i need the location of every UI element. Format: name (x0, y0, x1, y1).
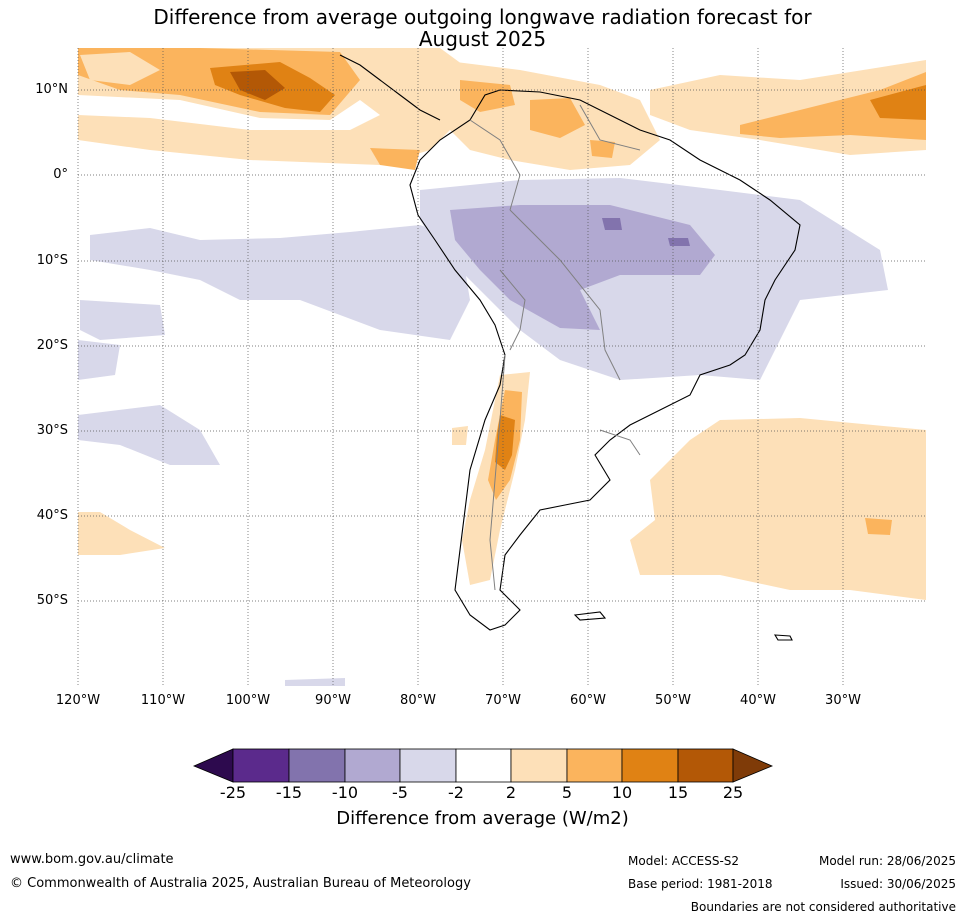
lon-label-90w: 90°W (315, 693, 351, 708)
falklands (573, 611, 607, 621)
footer-base-period: Base period: 1981-2018 (628, 877, 773, 891)
colorbar-bin-3 (344, 748, 401, 783)
positive-patch-panama (370, 148, 420, 170)
colorbar-extend-high (732, 748, 774, 783)
negative-core-amazon (450, 205, 715, 330)
border-chile-argentina (489, 354, 506, 591)
footer-model: Model: ACCESS-S2 (628, 854, 740, 868)
colorbar-bin-1 (232, 748, 290, 783)
colorbar-tick-minus15: -15 (275, 783, 303, 802)
lat-label-20s: 20°S (36, 338, 68, 353)
negative-band-south-pacific (90, 225, 470, 340)
positive-core-north-sa (530, 98, 585, 138)
colorbar-tick-25: 25 (722, 783, 744, 802)
positive-core-north-sa-2 (590, 140, 615, 158)
colorbar-bin-5 (455, 748, 512, 783)
positive-patch-southwest-atlantic (78, 512, 165, 555)
colorbar-tick-5: 5 (561, 783, 573, 802)
negative-patch-far-se-pacific (78, 340, 120, 380)
colorbar-tick-15: 15 (667, 783, 689, 802)
negative-patch-se-pacific (80, 300, 165, 340)
border-guianas (579, 104, 641, 151)
positive-core-caribbean (460, 80, 515, 112)
lat-label-50s: 50°S (36, 593, 68, 608)
lon-label-40w: 40°W (740, 693, 776, 708)
colorbar-bin-4 (399, 748, 457, 783)
colorbar-bin-6 (510, 748, 568, 783)
map-title-line1: Difference from average outgoing longwav… (153, 5, 812, 29)
positive-south-atlantic (630, 418, 926, 600)
map-title-line2: August 2025 (418, 27, 547, 51)
lon-label-110w: 110°W (140, 693, 186, 708)
colorbar-tick-minus25: -25 (219, 783, 247, 802)
footer-website-link[interactable]: www.bom.gov.au/climate (10, 852, 174, 867)
lon-label-70w: 70°W (485, 693, 521, 708)
positive-core-north-atlantic (740, 72, 926, 140)
colorbar-tick-minus10: -10 (331, 783, 359, 802)
lat-label-30s: 30°S (36, 423, 68, 438)
lon-label-120w: 120°W (55, 693, 101, 708)
white-gap-north-pacific (78, 95, 380, 130)
lon-label-100w: 100°W (225, 693, 271, 708)
lat-label-10s: 10°S (36, 253, 68, 268)
positive-patch-nw (80, 52, 160, 85)
negative-patch-south (285, 678, 345, 686)
coastlines (339, 54, 801, 641)
central-america-coastline (339, 54, 441, 121)
footer-issued: Issued: 30/06/2025 (840, 877, 956, 891)
lon-label-80w: 80°W (400, 693, 436, 708)
colorbar-bin-9 (677, 748, 734, 783)
colorbar-bin-8 (621, 748, 679, 783)
positive-core-south-atlantic (865, 518, 892, 535)
colorbar-bin-2 (288, 748, 346, 783)
footer-model-run: Model run: 28/06/2025 (818, 854, 956, 868)
negative-strong-amazon-1 (602, 218, 622, 230)
country-borders (469, 104, 641, 591)
lat-label-40s: 40°S (36, 508, 68, 523)
lat-label-0: 0° (53, 167, 68, 182)
colorbar-label: Difference from average (W/m2) (336, 808, 629, 829)
lat-label-10n: 10°N (35, 82, 68, 97)
strong-core-north-atlantic (870, 85, 926, 120)
colorbar-bin-7 (566, 748, 623, 783)
south-georgia (773, 634, 793, 641)
lon-label-60w: 60°W (570, 693, 606, 708)
colorbar-tick-minus2: -2 (448, 783, 464, 802)
border-peru-bolivia (499, 269, 526, 351)
colorbar-extend-low (192, 748, 234, 783)
footer-disclaimer: Boundaries are not considered authoritat… (690, 900, 956, 914)
map-gridlines (77, 48, 926, 686)
border-brazil-west (509, 209, 621, 381)
border-colombia-venezuela (469, 119, 521, 211)
footer-copyright: © Commonwealth of Australia 2025, Austra… (10, 876, 471, 891)
colorbar-tick-minus5: -5 (392, 783, 408, 802)
brown-core-north-pacific (230, 70, 285, 100)
lon-label-50w: 50°W (655, 693, 691, 708)
south-america-coastline (409, 89, 801, 631)
lon-label-30w: 30°W (825, 693, 861, 708)
anomaly-fields (78, 48, 926, 686)
negative-band-sw-pacific (78, 405, 220, 465)
negative-strong-amazon-2 (668, 238, 690, 246)
border-uruguay (599, 429, 641, 456)
strong-core-andes (495, 415, 515, 470)
colorbar-tick-2: 2 (505, 783, 517, 802)
colorbar-tick-10: 10 (611, 783, 633, 802)
